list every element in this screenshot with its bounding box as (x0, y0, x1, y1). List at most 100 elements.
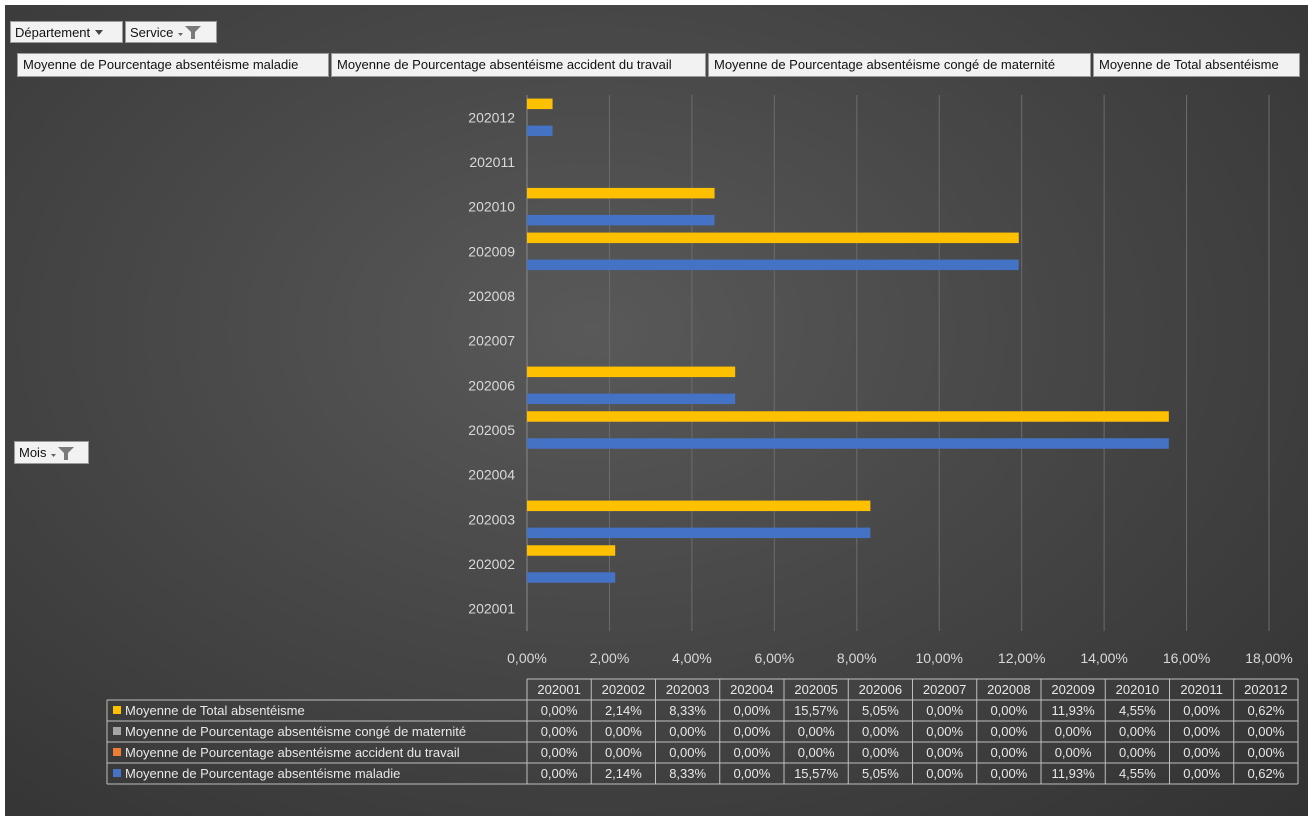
table-value-cell: 11,93% (1052, 703, 1096, 718)
x-tick-label: 16,00% (1163, 650, 1210, 666)
x-tick-label: 18,00% (1245, 650, 1292, 666)
table-value-cell: 0,62% (1247, 766, 1284, 781)
value-field-conge-maternite[interactable]: Moyenne de Pourcentage absentéisme congé… (708, 53, 1091, 77)
category-label: 202001 (468, 601, 515, 617)
pivot-chart-area: Département Service Moyenne de Pourcenta… (5, 5, 1308, 816)
value-field-maladie[interactable]: Moyenne de Pourcentage absentéisme malad… (17, 53, 329, 77)
table-value-cell: 0,00% (733, 766, 770, 781)
dropdown-arrow-icon (94, 28, 104, 36)
bar (527, 411, 1169, 422)
x-tick-label: 8,00% (837, 650, 877, 666)
x-tick-label: 6,00% (754, 650, 794, 666)
category-label: 202010 (468, 199, 515, 215)
table-header-cell: 202009 (1051, 682, 1094, 697)
table-value-cell: 0,00% (669, 745, 706, 760)
table-value-cell: 4,55% (1119, 703, 1156, 718)
table-value-cell: 0,00% (733, 745, 770, 760)
legend-series-name: Moyenne de Pourcentage absentéisme malad… (125, 766, 400, 781)
category-label: 202007 (468, 333, 515, 349)
table-value-cell: 15,57% (794, 766, 839, 781)
bar (527, 393, 736, 405)
bar (527, 214, 715, 226)
table-value-cell: 2,14% (605, 703, 642, 718)
table-value-cell: 0,00% (990, 766, 1027, 781)
table-value-cell: 5,05% (862, 766, 899, 781)
table-header-cell: 202005 (794, 682, 837, 697)
table-value-cell: 0,00% (1247, 724, 1284, 739)
table-header-cell: 202003 (666, 682, 709, 697)
bar (527, 232, 1019, 244)
category-label: 202004 (468, 467, 515, 483)
table-header-cell: 202001 (537, 682, 580, 697)
legend-key-swatch (113, 706, 121, 714)
filter-funnel-icon (50, 445, 76, 461)
table-value-cell: 0,00% (990, 724, 1027, 739)
x-tick-label: 4,00% (672, 650, 712, 666)
service-filter-label: Service (130, 24, 174, 40)
table-value-cell: 0,00% (1183, 703, 1220, 718)
table-value-cell: 4,55% (1119, 766, 1156, 781)
table-value-cell: 0,00% (926, 745, 963, 760)
table-value-cell: 0,00% (926, 724, 963, 739)
legend-series-name: Moyenne de Pourcentage absentéisme accid… (125, 745, 460, 760)
legend-key-swatch (113, 769, 121, 777)
legend-series-name: Moyenne de Pourcentage absentéisme congé… (125, 724, 466, 739)
table-value-cell: 0,00% (541, 724, 578, 739)
table-value-cell: 0,00% (1183, 766, 1220, 781)
table-value-cell: 0,00% (1247, 745, 1284, 760)
category-label: 202002 (468, 556, 515, 572)
table-header-cell: 202002 (602, 682, 645, 697)
category-label: 202011 (469, 154, 515, 170)
category-label: 202005 (468, 422, 515, 438)
table-value-cell: 0,00% (798, 745, 835, 760)
table-value-cell: 0,00% (926, 766, 963, 781)
service-filter-button[interactable]: Service (125, 21, 217, 43)
table-value-cell: 8,33% (669, 703, 706, 718)
table-value-cell: 0,00% (1055, 724, 1092, 739)
table-header-cell: 202011 (1180, 682, 1222, 697)
category-label: 202009 (468, 243, 515, 259)
table-value-cell: 0,00% (926, 703, 963, 718)
table-value-cell: 0,00% (669, 724, 706, 739)
table-header-cell: 202006 (859, 682, 902, 697)
departement-filter-button[interactable]: Département (10, 21, 123, 43)
x-tick-label: 14,00% (1080, 650, 1127, 666)
table-value-cell: 0,00% (990, 703, 1027, 718)
value-field-total[interactable]: Moyenne de Total absentéisme (1093, 53, 1300, 77)
table-value-cell: 0,00% (541, 745, 578, 760)
table-value-cell: 5,05% (862, 703, 899, 718)
bar (527, 259, 1019, 271)
legend-key-swatch (113, 727, 121, 735)
table-value-cell: 0,00% (798, 724, 835, 739)
table-value-cell: 2,14% (605, 766, 642, 781)
value-field-accident-travail[interactable]: Moyenne de Pourcentage absentéisme accid… (331, 53, 706, 77)
table-value-cell: 0,00% (1055, 745, 1092, 760)
mois-axis-field-button[interactable]: Mois (14, 441, 89, 464)
legend-series-name: Moyenne de Total absentéisme (125, 703, 305, 718)
bar (527, 366, 736, 378)
bar (527, 187, 715, 199)
category-label: 202003 (468, 511, 515, 527)
table-value-cell: 15,57% (794, 703, 839, 718)
bar (527, 500, 871, 512)
legend-key-swatch (113, 748, 121, 756)
category-label: 202012 (468, 109, 515, 125)
table-header-cell: 202012 (1244, 682, 1287, 697)
table-value-cell: 0,00% (990, 745, 1027, 760)
table-value-cell: 0,00% (1183, 724, 1220, 739)
x-tick-label: 10,00% (915, 650, 962, 666)
bar (527, 572, 616, 583)
x-tick-label: 12,00% (998, 650, 1045, 666)
mois-field-label: Mois (19, 445, 47, 460)
bar (527, 98, 553, 110)
table-value-cell: 0,00% (605, 724, 642, 739)
table-value-cell: 0,00% (605, 745, 642, 760)
departement-filter-label: Département (15, 24, 91, 40)
table-value-cell: 8,33% (669, 766, 706, 781)
table-header-cell: 202010 (1116, 682, 1159, 697)
table-value-cell: 11,93% (1052, 766, 1096, 781)
table-value-cell: 0,00% (733, 724, 770, 739)
x-tick-label: 0,00% (507, 650, 547, 666)
table-value-cell: 0,00% (862, 745, 899, 760)
table-value-cell: 0,62% (1247, 703, 1284, 718)
